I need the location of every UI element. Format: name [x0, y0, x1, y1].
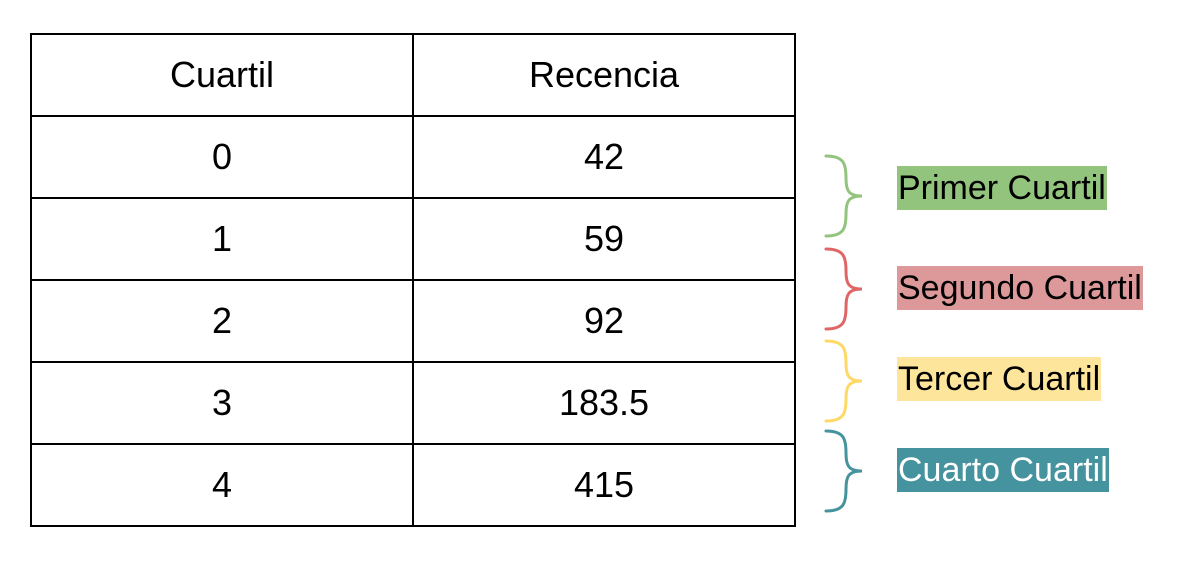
brace-segundo-icon: [824, 247, 863, 331]
header-cuartil: Cuartil: [30, 33, 414, 117]
header-recencia: Recencia: [412, 33, 796, 117]
table-row: 1 59: [30, 197, 796, 281]
cell-cuartil: 1: [30, 197, 414, 281]
label-tercer-cuartil: Tercer Cuartil: [897, 357, 1102, 401]
cell-cuartil: 4: [30, 443, 414, 527]
table-row: 0 42: [30, 115, 796, 199]
cell-cuartil: 0: [30, 115, 414, 199]
label-primer-cuartil: Primer Cuartil: [897, 166, 1107, 210]
table-header-row: Cuartil Recencia: [30, 33, 796, 117]
label-cuarto-cuartil: Cuarto Cuartil: [897, 448, 1109, 492]
table-row: 4 415: [30, 443, 796, 527]
label-segundo-cuartil: Segundo Cuartil: [897, 266, 1143, 310]
cell-recencia: 92: [412, 279, 796, 363]
cell-cuartil: 3: [30, 361, 414, 445]
cell-cuartil: 2: [30, 279, 414, 363]
cell-recencia: 42: [412, 115, 796, 199]
table-row: 3 183.5: [30, 361, 796, 445]
cell-recencia: 415: [412, 443, 796, 527]
table-row: 2 92: [30, 279, 796, 363]
brace-tercer-icon: [824, 339, 863, 423]
brace-primer-icon: [824, 154, 863, 238]
brace-cuarto-icon: [824, 429, 863, 513]
cell-recencia: 59: [412, 197, 796, 281]
cell-recencia: 183.5: [412, 361, 796, 445]
quartile-table: Cuartil Recencia 0 42 1 59 2 92 3 183.5 …: [30, 33, 796, 527]
